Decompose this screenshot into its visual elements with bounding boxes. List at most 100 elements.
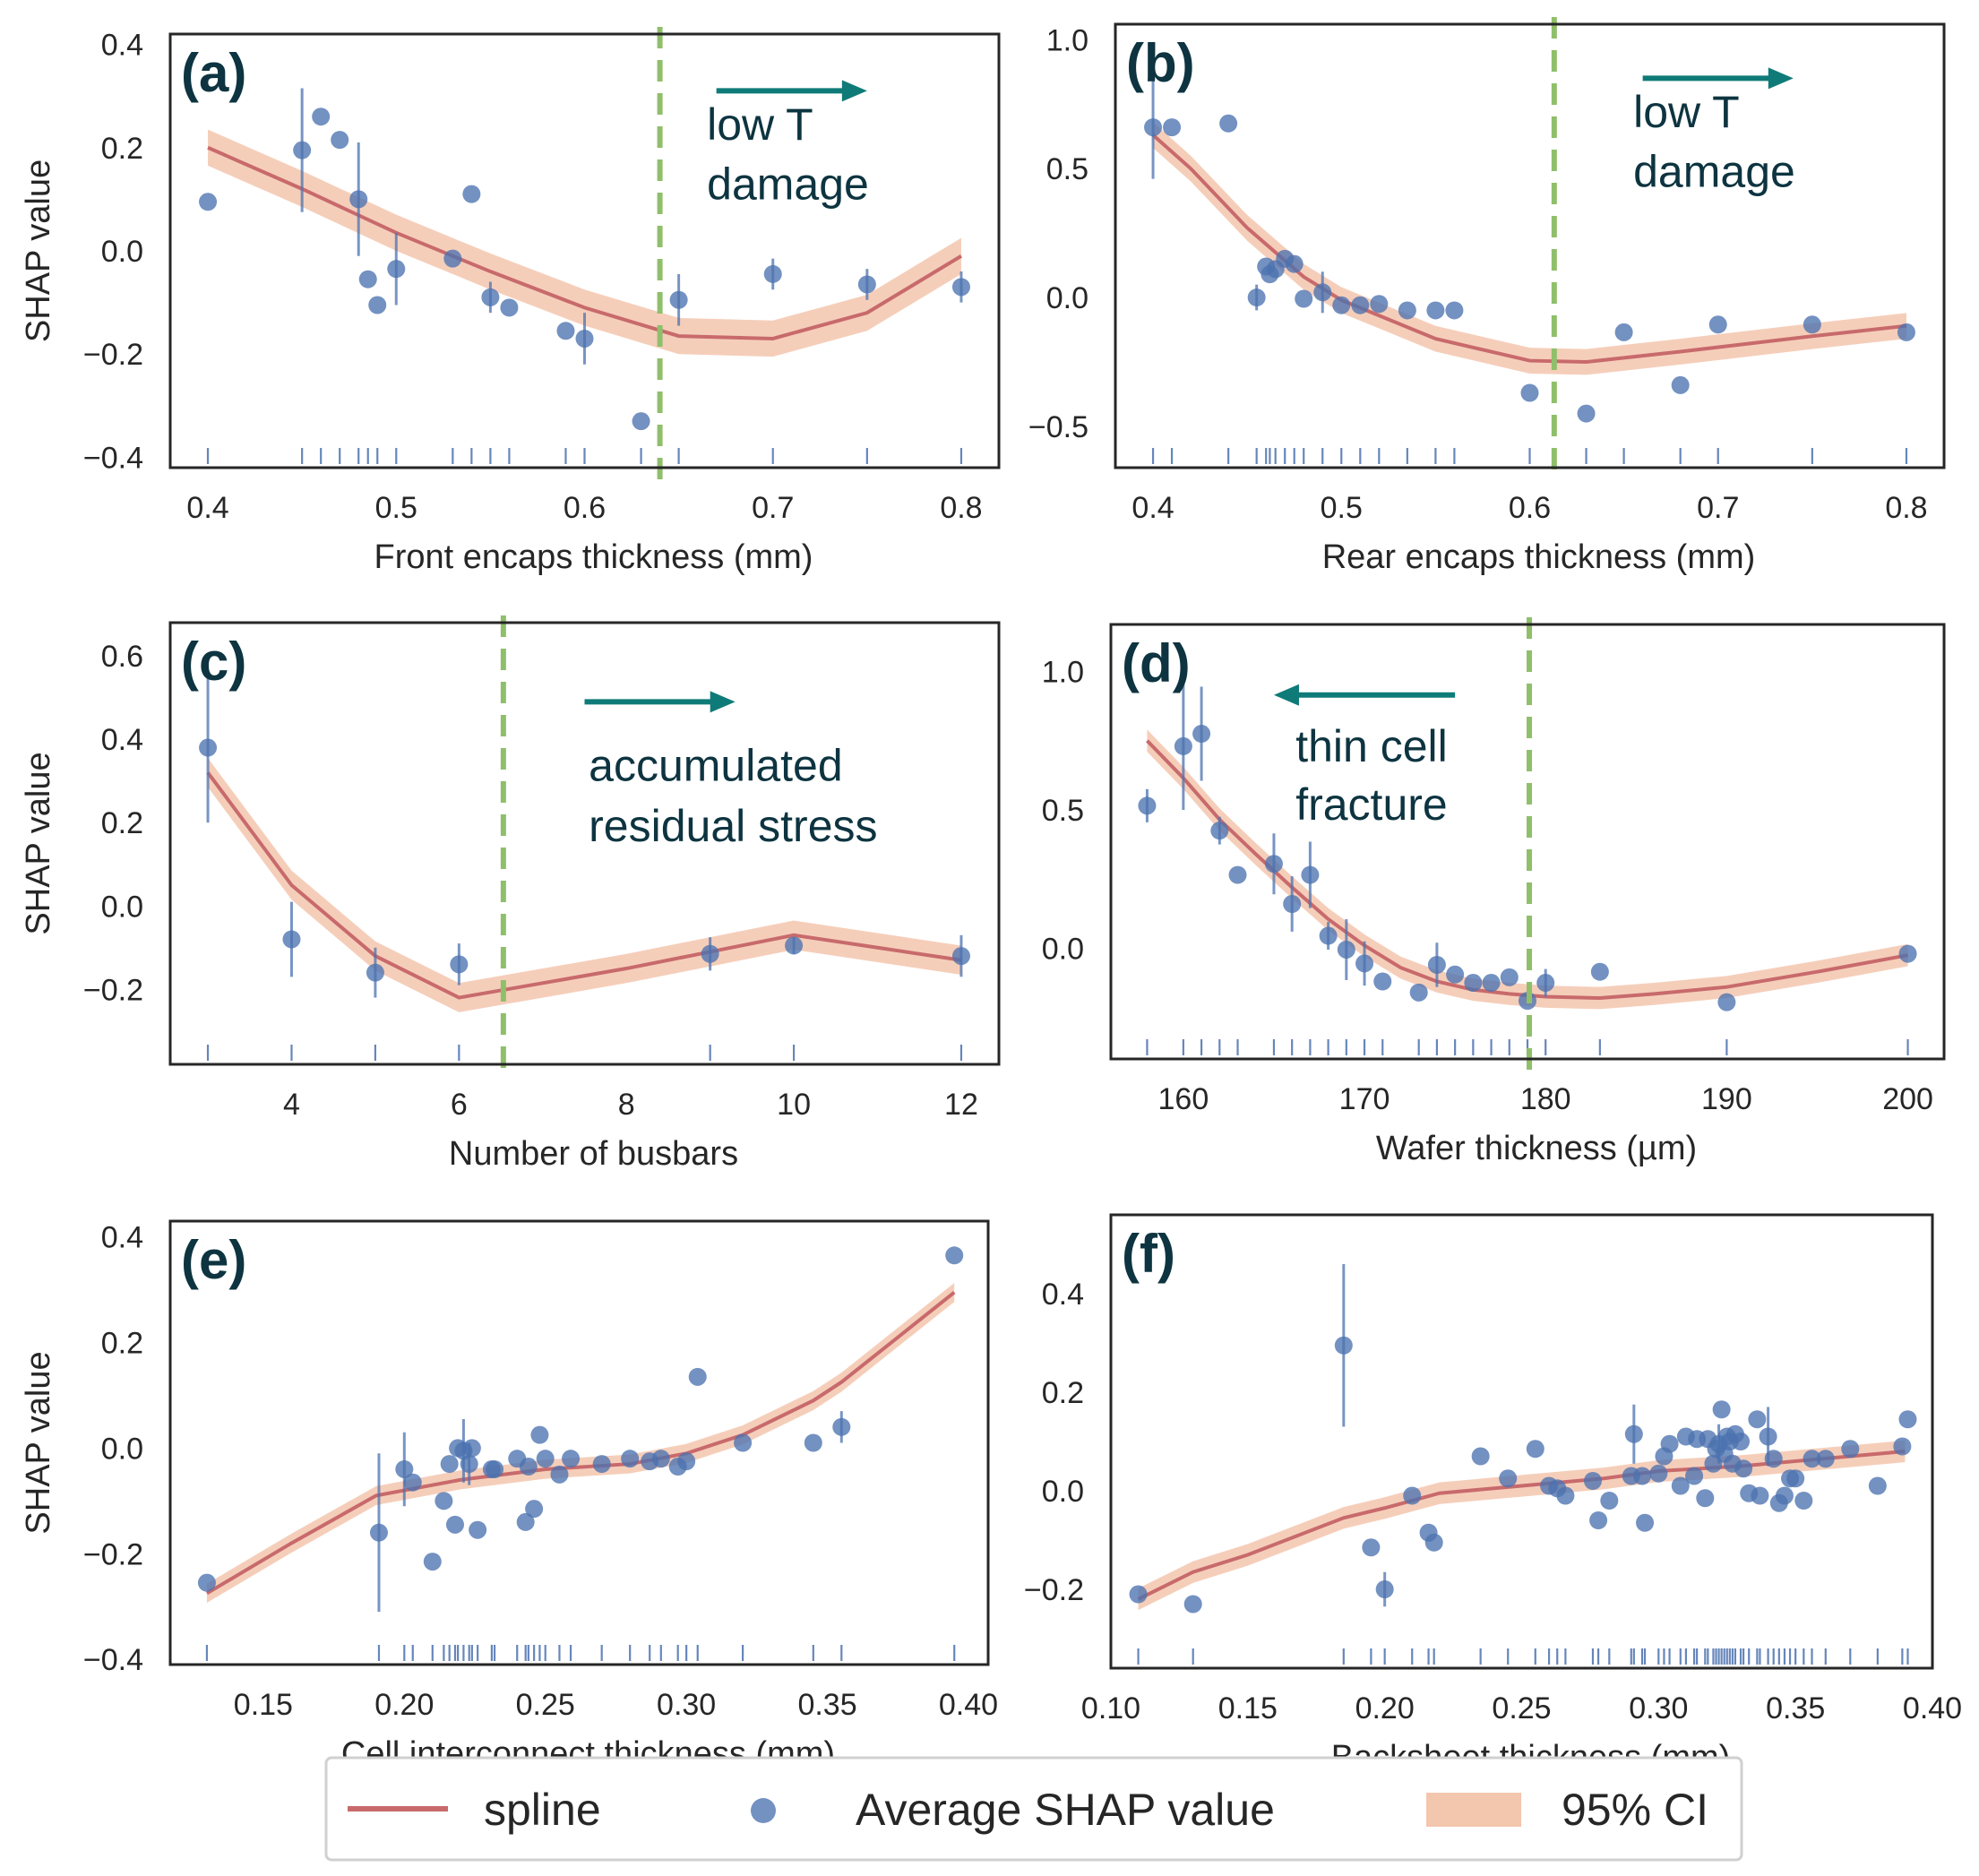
data-point <box>1893 1437 1912 1456</box>
data-point <box>1355 954 1374 973</box>
x-tick-label: 0.6 <box>564 491 606 525</box>
x-tick-label: 160 <box>1158 1082 1209 1116</box>
data-point <box>1536 974 1555 993</box>
y-tick-label: −0.4 <box>83 441 143 475</box>
panel-label: (a) <box>181 43 246 103</box>
data-point <box>366 963 384 982</box>
data-point <box>1786 1469 1805 1488</box>
data-point <box>1751 1486 1769 1505</box>
data-point <box>1192 725 1211 744</box>
data-point <box>592 1455 611 1474</box>
annotation-text: low T <box>1633 87 1740 137</box>
data-point <box>1816 1450 1835 1468</box>
data-point <box>1210 822 1229 840</box>
data-point <box>450 955 469 974</box>
x-tick-label: 0.4 <box>1131 491 1174 525</box>
x-tick-label: 0.35 <box>797 1688 856 1722</box>
data-point <box>1898 944 1917 963</box>
x-tick-label: 0.40 <box>1903 1691 1962 1725</box>
data-point <box>1144 118 1163 137</box>
data-point <box>556 322 575 340</box>
data-point <box>536 1450 555 1468</box>
data-point <box>621 1450 640 1468</box>
y-tick-label: 0.5 <box>1046 152 1088 186</box>
y-tick-label: −0.2 <box>1024 1573 1084 1607</box>
y-tick-label: −0.2 <box>83 338 143 372</box>
data-point <box>1482 974 1501 993</box>
annotation-text: low T <box>707 99 813 150</box>
y-tick-label: 0.0 <box>1046 281 1088 315</box>
plot-frame <box>168 32 1001 469</box>
y-tick-label: 0.5 <box>1042 794 1084 828</box>
data-point <box>677 1452 696 1471</box>
data-point <box>1759 1427 1777 1446</box>
x-tick-label: 0.35 <box>1766 1691 1825 1725</box>
data-point <box>1624 1424 1643 1443</box>
annotation-text: residual stress <box>589 801 877 851</box>
y-axis-label: SHAP value <box>20 1351 57 1534</box>
data-point <box>1794 1492 1813 1510</box>
data-point <box>423 1553 442 1571</box>
y-tick-label: 0.4 <box>101 723 143 757</box>
data-point <box>1283 895 1302 914</box>
x-tick-label: 0.8 <box>940 491 982 525</box>
data-point <box>1590 962 1609 981</box>
data-point <box>1129 1585 1148 1604</box>
data-point <box>1183 1595 1202 1614</box>
data-point <box>575 329 594 348</box>
data-point <box>1734 1459 1753 1478</box>
x-tick-label: 0.8 <box>1885 491 1927 525</box>
annotation-text: accumulated <box>589 741 843 791</box>
annotation-arrow-head <box>1273 684 1299 706</box>
y-tick-label: 1.0 <box>1046 23 1088 57</box>
y-axis-label: SHAP value <box>20 159 57 342</box>
legend-ci-swatch <box>1426 1793 1521 1827</box>
ci-band <box>208 129 961 357</box>
data-point <box>832 1417 851 1436</box>
x-tick-label: 0.40 <box>939 1688 998 1722</box>
x-tick-label: 0.30 <box>657 1688 716 1722</box>
spline-line <box>1151 133 1907 365</box>
y-tick-label: 0.6 <box>101 640 143 674</box>
annotation-text: damage <box>1633 146 1795 196</box>
data-point <box>1803 315 1821 334</box>
data-point <box>1285 254 1304 273</box>
annotation-text: thin cell <box>1295 721 1448 771</box>
data-point <box>1373 972 1392 991</box>
data-point <box>199 738 218 757</box>
annotation-arrow-head <box>841 80 867 102</box>
y-tick-label: 0.2 <box>1042 1376 1084 1410</box>
data-point <box>358 270 377 288</box>
data-point <box>1138 796 1157 815</box>
data-point <box>1636 1513 1655 1532</box>
data-point <box>1526 1440 1544 1459</box>
x-axis-label: Front encaps thickness (mm) <box>374 538 813 576</box>
data-point <box>1247 288 1266 307</box>
data-point <box>1409 983 1428 1002</box>
data-point <box>331 131 349 150</box>
data-point <box>1228 865 1247 884</box>
data-point <box>1398 301 1416 320</box>
panel-label: (f) <box>1122 1224 1175 1284</box>
x-tick-label: 0.6 <box>1509 491 1551 525</box>
x-tick-label: 0.7 <box>752 491 794 525</box>
data-point <box>1520 383 1539 402</box>
data-point <box>199 193 218 211</box>
data-point <box>734 1433 753 1452</box>
data-point <box>435 1492 453 1510</box>
data-point <box>1446 965 1465 984</box>
x-tick-label: 0.15 <box>1218 1691 1278 1725</box>
plot-frame <box>168 621 1001 1066</box>
y-tick-label: 0.0 <box>101 235 143 269</box>
data-point <box>1370 295 1389 314</box>
x-tick-label: 0.4 <box>186 491 228 525</box>
panel-c: accumulated residual stress (c) 4 6 8 10 12 −0.2… <box>20 615 1001 1173</box>
data-point <box>1775 1486 1794 1505</box>
spline-line <box>207 145 962 340</box>
data-point <box>1499 1469 1518 1488</box>
data-point <box>1841 1440 1860 1459</box>
data-point <box>1671 375 1690 394</box>
data-point <box>1717 993 1736 1011</box>
data-point <box>1403 1486 1422 1505</box>
data-point <box>945 1246 964 1265</box>
